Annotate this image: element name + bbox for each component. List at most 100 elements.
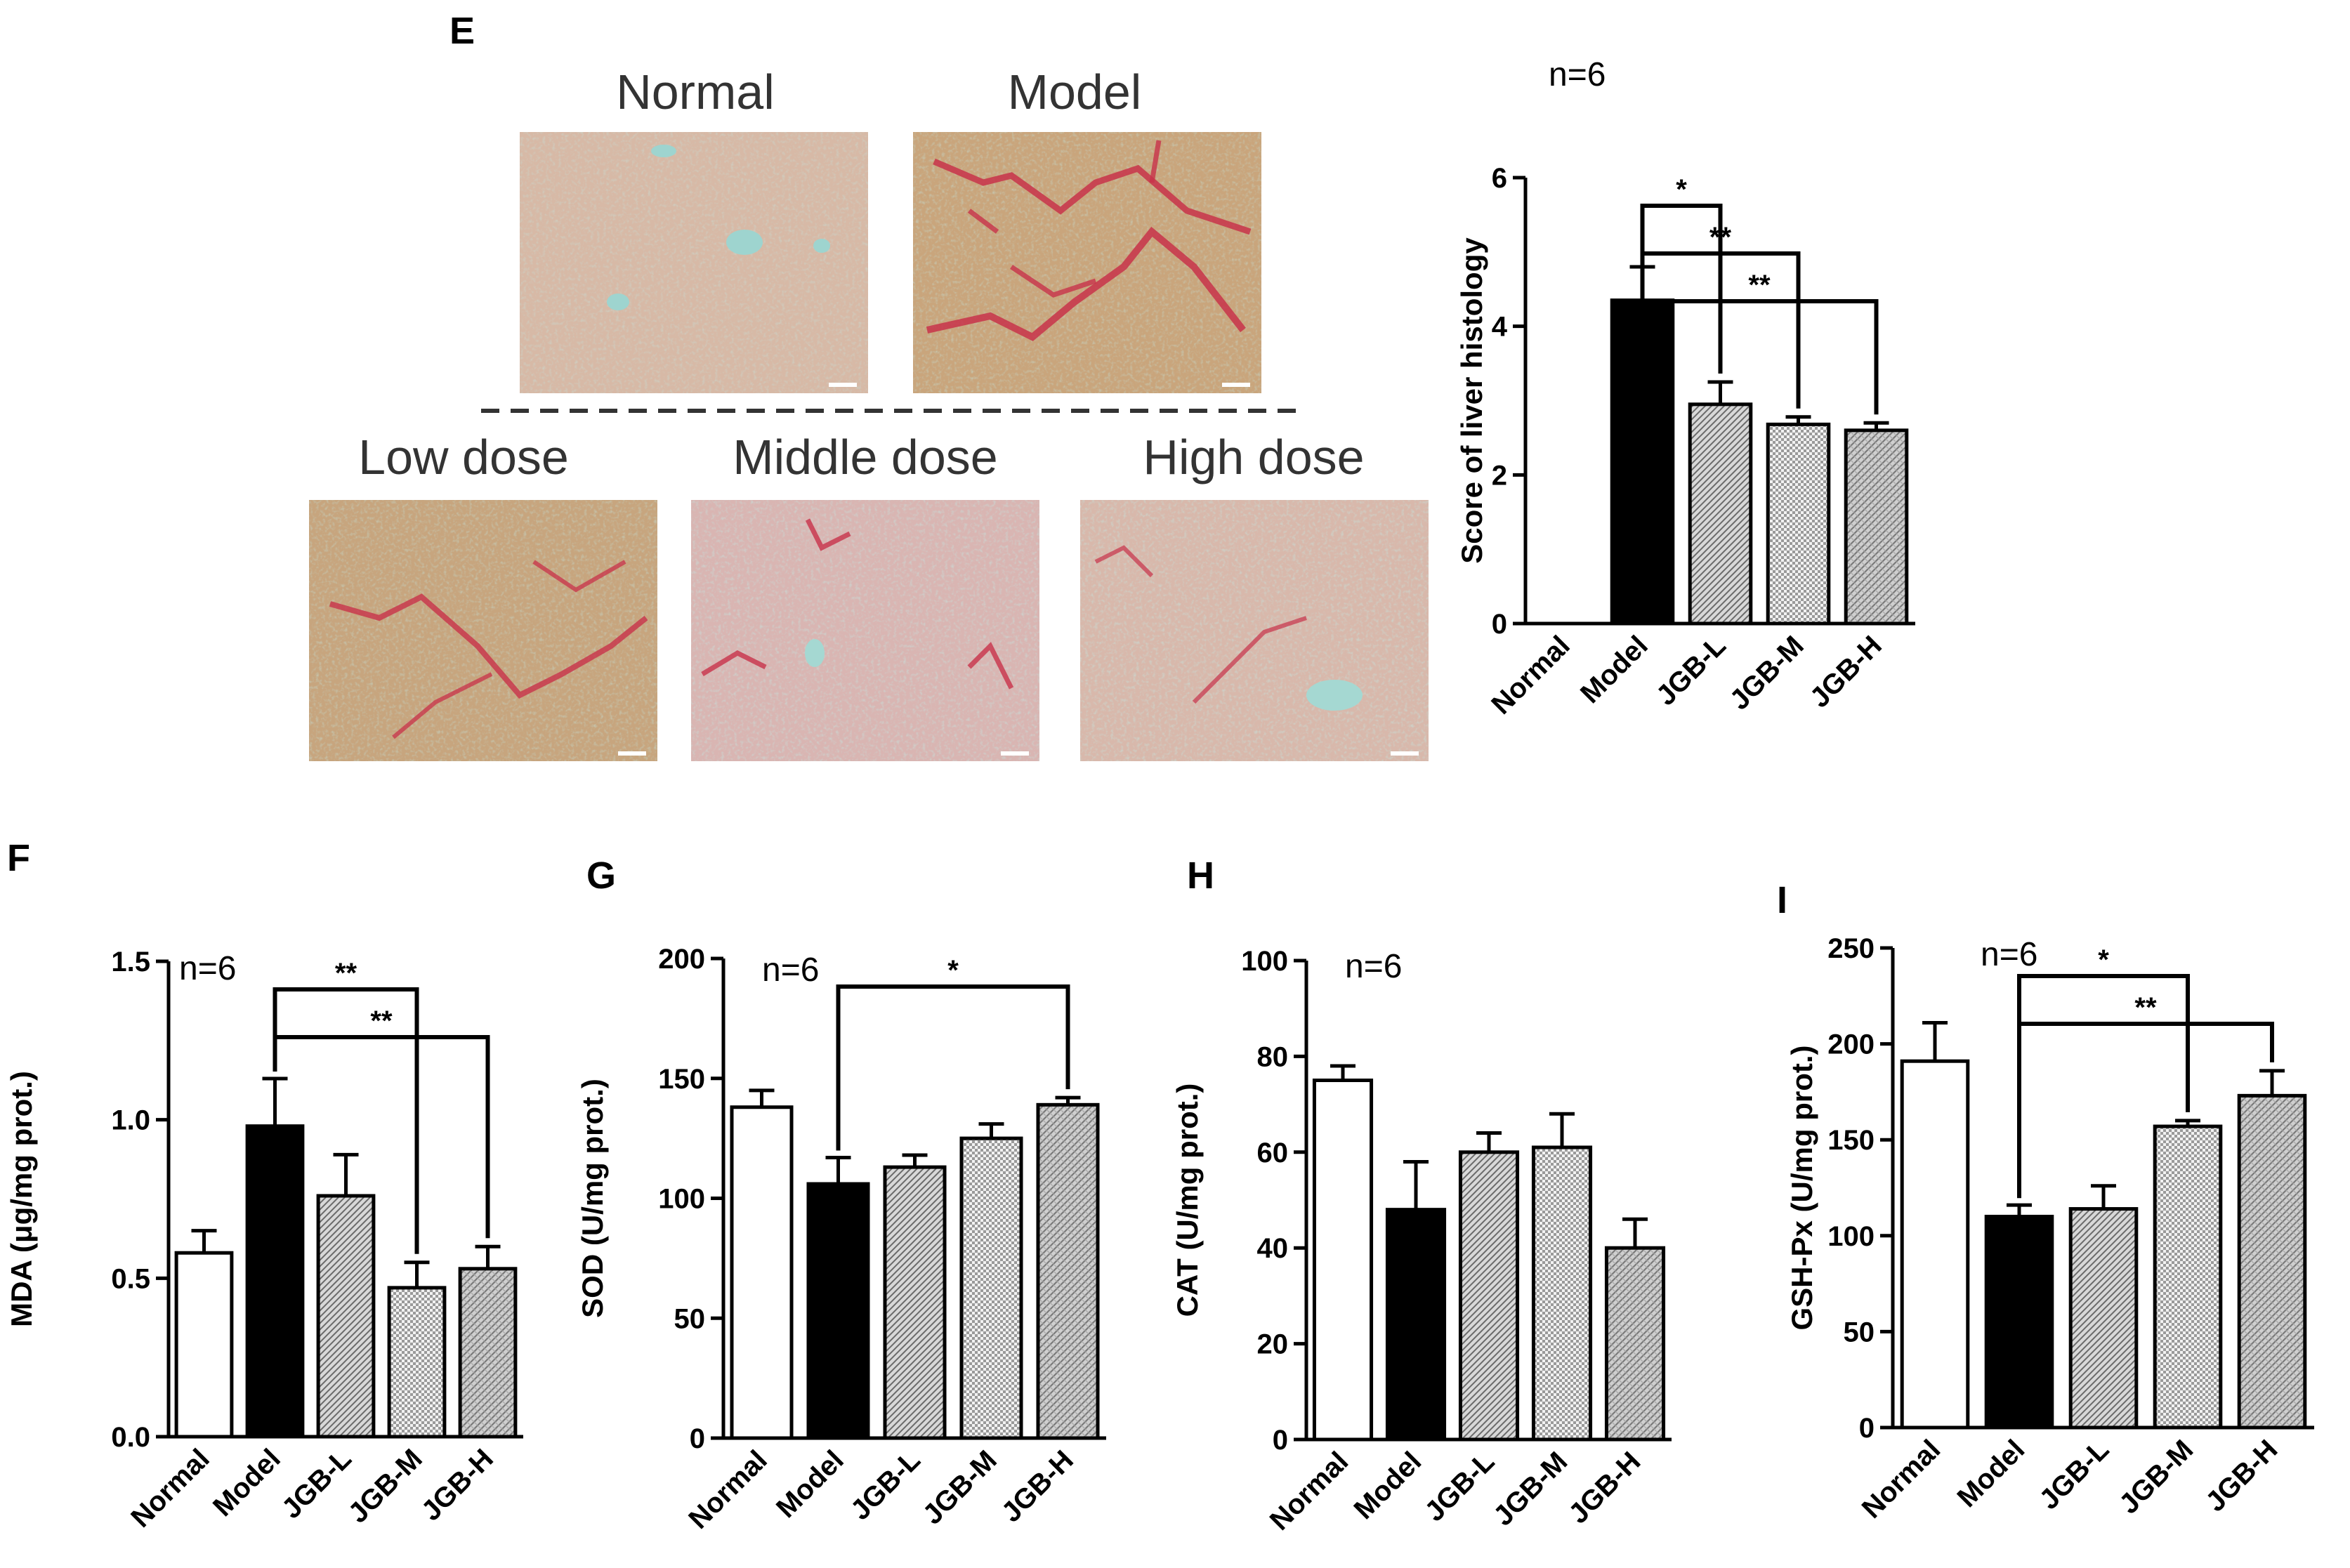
x-tick-label: Model — [1952, 1434, 2031, 1513]
y-tick-label: 0 — [1859, 1413, 1875, 1444]
y-tick-label: 50 — [674, 1303, 706, 1334]
y-tick-label: 20 — [1257, 1329, 1289, 1360]
y-axis-label: CAT (U/mg prot.) — [1171, 1083, 1204, 1317]
bar-jgb-h — [1036, 1102, 1100, 1440]
micrograph-label-normal: Normal — [616, 65, 775, 119]
n-label: n=6 — [1981, 936, 2037, 973]
x-tick-label: JGB-H — [2200, 1434, 2283, 1517]
x-tick-label: JGB-H — [996, 1444, 1079, 1528]
panel-letter-g: G — [586, 855, 616, 897]
y-tick-label: 0.5 — [111, 1263, 150, 1294]
x-tick-label: Normal — [1856, 1434, 1947, 1524]
bar-normal — [1312, 1079, 1374, 1442]
y-tick-label: 200 — [1827, 1029, 1875, 1060]
chart-e: 0 2 4 6 Score of liver histology n=6 NormalMod… — [1455, 56, 1915, 720]
bar-jgb-l — [1458, 1150, 1520, 1442]
x-tick-label: Normal — [683, 1444, 773, 1535]
y-tick-label: 200 — [658, 944, 705, 975]
bar-model — [806, 1182, 870, 1440]
chart-g: 0 50 100 150 200 SOD (U/mg prot.) n=6 NormalMod… — [576, 944, 1106, 1535]
panel-letter-i: I — [1777, 879, 1787, 921]
y-axis-label: SOD (U/mg prot.) — [576, 1079, 609, 1318]
significance-bracket — [273, 987, 419, 1254]
micrograph-model: Model — [913, 65, 1261, 393]
x-tick-label: JGB-L — [2033, 1434, 2115, 1515]
bar-jgb-m — [1531, 1145, 1593, 1442]
significance-label: ** — [1748, 270, 1771, 301]
x-tick-label: JGB-M — [917, 1444, 1003, 1530]
bar-model — [1385, 1208, 1447, 1442]
bar-model — [245, 1124, 305, 1439]
micrograph-middle-dose: Middle dose — [691, 430, 1039, 761]
x-tick-label: JGB-L — [276, 1443, 357, 1524]
x-tick-label: Normal — [1485, 630, 1576, 720]
x-tick-label: JGB-L — [845, 1444, 926, 1526]
bar-jgb-l — [1688, 402, 1753, 626]
bar-model — [1984, 1214, 2054, 1430]
micrograph-normal: Normal — [520, 65, 868, 393]
x-tick-label: Normal — [1264, 1446, 1355, 1536]
significance-label: ** — [335, 958, 357, 989]
bar-jgb-l — [883, 1165, 947, 1440]
bar-jgb-h — [2237, 1093, 2307, 1430]
x-tick-label: JGB-M — [343, 1443, 428, 1529]
bar-jgb-m — [387, 1286, 447, 1439]
bar-normal — [1900, 1059, 1970, 1430]
y-tick-label: 1.5 — [111, 947, 150, 977]
bar-normal — [174, 1251, 234, 1439]
n-label: n=6 — [762, 951, 819, 989]
y-tick-label: 60 — [1257, 1138, 1289, 1168]
micrograph-label-model: Model — [1008, 65, 1142, 119]
x-tick-label: Model — [770, 1444, 850, 1524]
y-tick-label: 0 — [690, 1423, 705, 1454]
micrograph-low-dose: Low dose — [309, 430, 657, 761]
bar-jgb-m — [1766, 422, 1831, 626]
bar-jgb-l — [316, 1194, 376, 1439]
y-tick-label: 0.0 — [111, 1422, 150, 1453]
bar-jgb-h — [1604, 1246, 1666, 1442]
y-tick-label: 2 — [1492, 460, 1507, 491]
y-tick-label: 50 — [1844, 1317, 1875, 1348]
micrograph-label-low-dose: Low dose — [358, 430, 569, 485]
y-tick-label: 40 — [1257, 1233, 1289, 1264]
bar-jgb-l — [2068, 1207, 2139, 1430]
bar-jgb-h — [1844, 428, 1909, 626]
y-tick-label: 1.0 — [111, 1105, 150, 1136]
x-tick-label: Normal — [125, 1443, 216, 1534]
y-axis-label: Score of liver histology — [1455, 237, 1488, 564]
bar-jgb-m — [959, 1136, 1023, 1440]
x-tick-label: JGB-M — [1488, 1446, 1573, 1531]
bar-model — [1610, 298, 1675, 626]
significance-label: ** — [2134, 992, 2157, 1023]
y-tick-label: 100 — [1827, 1221, 1875, 1252]
y-tick-label: 250 — [1827, 933, 1875, 964]
x-tick-label: Model — [1575, 630, 1654, 709]
bar-jgb-h — [458, 1267, 518, 1439]
panel-letter-e: E — [449, 10, 475, 52]
significance-bracket — [2017, 1022, 2274, 1199]
y-axis-label: GSH-Px (U/mg prot.) — [1785, 1046, 1818, 1331]
x-tick-label: JGB-L — [1419, 1446, 1500, 1527]
y-tick-label: 100 — [1241, 946, 1288, 977]
micrograph-high-dose: High dose — [1080, 430, 1429, 761]
x-tick-label: JGB-H — [416, 1443, 499, 1527]
significance-bracket — [1640, 204, 1723, 374]
x-tick-label: JGB-H — [1804, 630, 1888, 713]
micrograph-label-middle-dose: Middle dose — [733, 430, 997, 485]
significance-bracket — [1640, 260, 1879, 415]
y-tick-label: 150 — [1827, 1125, 1875, 1156]
x-tick-label: Model — [1348, 1446, 1428, 1525]
micrograph-label-high-dose: High dose — [1143, 430, 1364, 485]
chart-h: 0 20 40 60 80 100 CAT (U/mg prot.) n=6 NormalMod… — [1171, 946, 1672, 1536]
y-tick-label: 80 — [1257, 1041, 1289, 1072]
y-tick-label: 0 — [1273, 1425, 1288, 1456]
n-label: n=6 — [179, 950, 236, 987]
panel-letter-f: F — [7, 837, 30, 879]
n-label: n=6 — [1345, 948, 1402, 985]
panel-letter-h: H — [1187, 855, 1214, 897]
x-tick-label: JGB-M — [2113, 1434, 2199, 1520]
y-tick-label: 6 — [1492, 163, 1507, 194]
significance-label: ** — [370, 1006, 393, 1036]
significance-bracket — [273, 1035, 490, 1239]
